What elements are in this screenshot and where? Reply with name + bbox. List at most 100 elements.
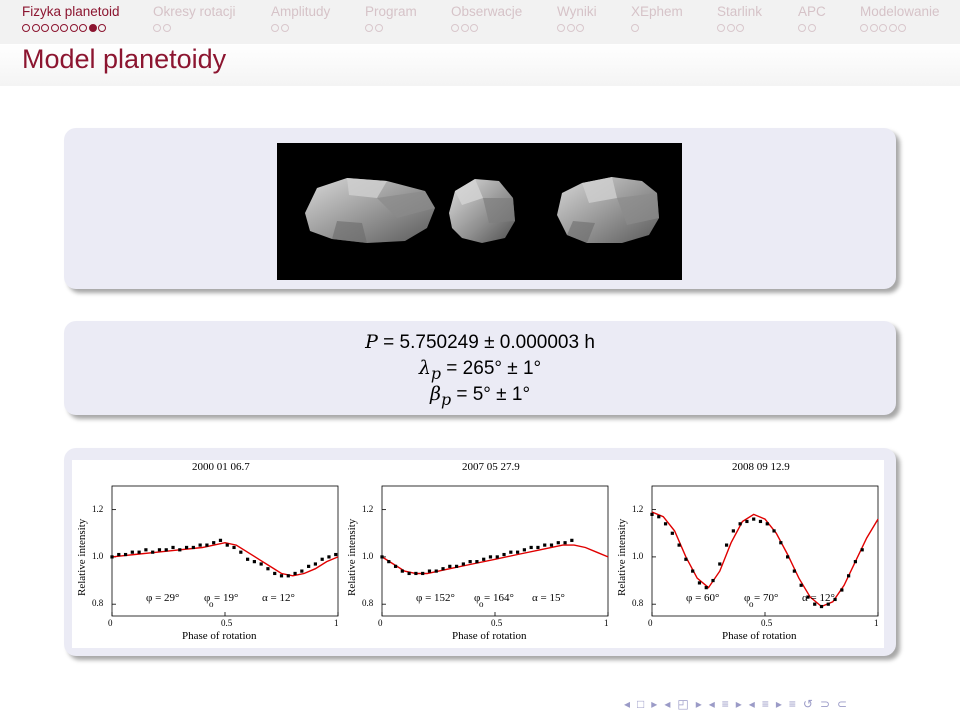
observation-point [711,578,715,583]
model-curve [381,544,609,575]
nav-section-label[interactable]: Modelowanie [860,4,940,19]
nav-dot-icon[interactable] [365,24,373,32]
beamer-nav-icon[interactable]: ⊂ [837,697,849,711]
pole-longitude-value: = 265° ± 1° [441,358,542,379]
y-tick-label: 1.0 [362,550,374,561]
nav-dot-icon[interactable] [162,24,171,32]
phi0-symbol: φ [474,592,481,604]
nav-dot-icon[interactable] [280,24,289,32]
nav-section-label[interactable]: Wyniki [557,4,597,19]
frame-title: Model planetoidy [22,44,227,74]
beamer-nav-icon[interactable]: ▸ [735,697,743,711]
beamer-nav-icon[interactable]: ⊃ [819,697,832,711]
nav-dot-icon[interactable] [860,24,868,32]
observation-point [860,548,864,552]
observation-point [536,545,540,550]
alpha-annotation: α = 15° [532,592,565,604]
nav-dot-icon[interactable] [898,24,906,32]
nav-section-dots [798,24,817,34]
nav-dot-icon[interactable] [50,24,59,32]
nav-dot-icon[interactable] [60,24,68,32]
asteroid-shape-model-image [277,143,682,280]
nav-dot-icon[interactable] [717,24,725,32]
nav-section-dots [860,24,908,34]
nav-dot-icon[interactable] [41,24,49,32]
nav-dot-icon[interactable] [869,24,878,32]
observation-point [427,569,432,573]
phase-angle-annotation: φ = 29° [146,592,180,604]
nav-dot-icon[interactable] [98,24,106,32]
beamer-nav-icon[interactable]: ◂ [624,697,632,711]
observation-point [279,574,284,578]
nav-section-dots [153,24,172,34]
nav-section-label[interactable]: Fizyka planetoid [22,4,120,19]
observation-point [414,571,418,576]
y-axis-label: Relative intensity [76,518,88,596]
nav-dot-current-icon[interactable] [88,24,97,32]
x-tick-label: 0 [108,618,113,628]
nav-section-dots [451,24,480,34]
alpha-annotation: α = 12° [802,592,835,604]
observation-point [684,557,688,561]
nav-section-label[interactable]: Program [365,4,417,19]
nav-dot-icon[interactable] [726,24,735,32]
nav-section-label[interactable]: XEphem [631,4,683,19]
beamer-nav-icon[interactable]: ▸ [775,697,783,711]
nav-dot-icon[interactable] [798,24,806,32]
nav-dot-icon[interactable] [807,24,816,32]
beamer-nav-icon[interactable]: ◰ [677,697,690,711]
nav-dot-icon[interactable] [736,24,744,32]
observation-point [563,541,567,545]
beamer-nav-icon[interactable]: ◂ [708,697,716,711]
nav-dot-icon[interactable] [566,24,575,32]
observation-point [833,597,837,602]
nav-dot-icon[interactable] [557,24,565,32]
beamer-nav-icon[interactable]: ◂ [748,697,756,711]
nav-dot-icon[interactable] [79,24,87,32]
nav-dot-icon[interactable] [631,24,639,32]
nav-section-label[interactable]: Okresy rotacji [153,4,236,19]
nav-section-label[interactable]: Amplitudy [271,4,331,19]
nav-section-label[interactable]: APC [798,4,826,19]
nav-section-label[interactable]: Obserwacje [451,4,523,19]
beamer-navigation-symbols[interactable]: ◂ □ ▸ ◂ ◰ ▸ ◂ ≡ ▸ ◂ ≡ ▸ ≡ ↺ ⊃ ⊂ [624,697,854,711]
beamer-nav-icon[interactable]: ≡ [761,697,770,711]
observation-point [110,555,114,559]
beamer-nav-icon[interactable]: ▸ [695,697,703,711]
beamer-nav-icon[interactable]: ≡ [721,697,730,711]
observation-point [522,548,526,552]
observation-point [239,550,243,554]
x-tick-label: 0.5 [221,618,233,628]
nav-dot-icon[interactable] [460,24,469,32]
nav-dot-icon[interactable] [879,24,887,32]
y-tick-label: 0.8 [92,598,104,609]
observation-point [232,545,236,550]
nav-dot-icon[interactable] [271,24,279,32]
nav-dot-icon[interactable] [69,24,78,32]
beamer-nav-icon[interactable]: ▸ [651,697,659,711]
observation-point [157,548,162,552]
observation-point [178,548,182,552]
observation-point [123,552,128,557]
nav-dot-icon[interactable] [576,24,584,32]
observation-point [137,550,141,554]
section-navigation-bar: Fizyka planetoid Okresy rotacji Amplitudy P… [0,0,960,44]
observation-point [320,557,324,561]
nav-dot-icon[interactable] [153,24,161,32]
observation-point [516,550,520,554]
beamer-nav-icon[interactable]: ↺ [802,697,814,711]
nav-dot-icon[interactable] [888,24,897,32]
y-tick-label: 1.0 [92,550,104,561]
nav-dot-icon[interactable] [374,24,383,32]
nav-dot-icon[interactable] [31,24,40,32]
beamer-nav-icon[interactable]: ≡ [788,697,797,711]
nav-dot-icon[interactable] [451,24,459,32]
nav-dot-icon[interactable] [22,24,30,32]
nav-section-dots [717,24,746,34]
beamer-nav-icon[interactable]: ◂ [664,697,672,711]
nav-section-label[interactable]: Starlink [717,4,763,19]
beamer-nav-icon[interactable]: □ [637,697,646,711]
nav-dot-icon[interactable] [470,24,478,32]
chart-plot-svg [650,485,879,617]
observation-point [454,564,459,568]
